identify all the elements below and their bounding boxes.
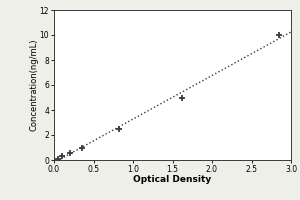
X-axis label: Optical Density: Optical Density <box>134 175 212 184</box>
Y-axis label: Concentration(ng/mL): Concentration(ng/mL) <box>29 39 38 131</box>
